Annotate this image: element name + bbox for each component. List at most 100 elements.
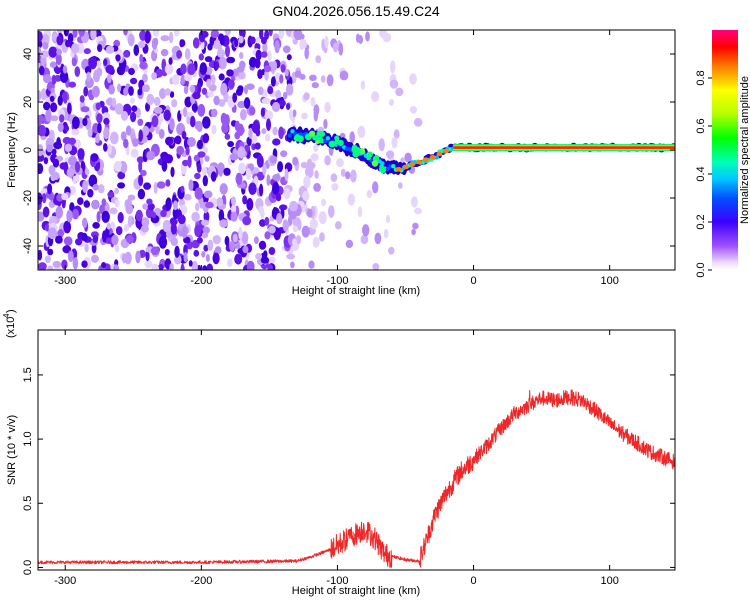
spectrogram-cell (56, 48, 62, 56)
spectrogram-cell (410, 196, 418, 208)
spectrogram-cell (253, 236, 259, 245)
spectrogram-cell (47, 248, 54, 256)
spectrogram-cell (202, 226, 210, 234)
spectrogram-cell (151, 72, 158, 81)
spectrogram-cell (304, 47, 310, 60)
spectrogram-cell (268, 225, 276, 234)
spectrogram-cell (132, 138, 139, 147)
spectrogram-cell (77, 197, 84, 206)
spectrogram-cell (117, 182, 126, 189)
ridge-blob (297, 135, 304, 143)
spectrogram-cell (285, 83, 294, 96)
spectrogram-cell (151, 212, 157, 219)
spectrogram-cell (275, 193, 282, 202)
spectrogram-cell (210, 30, 220, 39)
spectrogram-cell (404, 152, 412, 163)
spectrogram-cell (200, 40, 205, 50)
spectrogram-cell (96, 113, 103, 124)
spectrogram-cell (204, 155, 210, 162)
ridge-blob (328, 140, 336, 148)
spectrogram-cell (45, 109, 52, 123)
spectrogram-cell (255, 36, 261, 44)
ridge-core (325, 136, 331, 141)
spectrogram-cell (106, 45, 115, 54)
spectrogram-cell (183, 251, 188, 263)
spectrogram-cell (230, 196, 237, 206)
spectrogram-cell (345, 171, 351, 180)
spectrogram-cell (142, 203, 148, 210)
spectrogram-cell (95, 133, 100, 144)
spectrogram-cell (38, 163, 44, 175)
spectrogram-cell (50, 115, 59, 122)
spectrogram-cell (50, 87, 55, 94)
spectrogram-cell (51, 148, 57, 156)
spectrogram-cell (168, 31, 174, 44)
spectrogram-cell (123, 138, 129, 149)
spectrogram-cell (330, 173, 338, 183)
spectrogram-cell (120, 131, 127, 142)
spectrogram-cell (74, 66, 81, 77)
spectrogram-cell (103, 127, 110, 140)
colorbar-label: Normalized spectral amplitude (739, 76, 750, 224)
spectrogram-cell (391, 136, 398, 149)
spectrogram-cell (125, 125, 132, 136)
spectrogram-cell (91, 85, 100, 98)
spectrogram-cell (123, 50, 130, 58)
spectrogram-cell (170, 222, 177, 235)
snr-multiplier-exponent: 4 (2, 313, 11, 318)
spectrogram-cell (309, 74, 317, 82)
spectrogram-cell (56, 35, 63, 46)
spectrogram-cell (173, 136, 180, 144)
ridge-core (391, 164, 396, 169)
spectrogram-cell (194, 172, 201, 180)
spectrogram-cell (166, 230, 172, 238)
spectrogram-cell (255, 49, 262, 61)
spectrogram-cell (372, 263, 380, 270)
spectrogram-cell (201, 251, 206, 258)
spectrogram-cell (68, 137, 76, 145)
spectrogram-cell (228, 79, 235, 89)
spectrogram-cell (84, 243, 89, 253)
spectrogram-cell (117, 171, 126, 180)
spectrogram-cell (158, 235, 168, 249)
spectrogram-cell (201, 30, 209, 38)
spectrogram-cell (57, 228, 64, 238)
spectrogram-cell (339, 70, 349, 81)
colorbar-tick-label: 0.0 (695, 262, 707, 277)
spectrogram-cell (258, 86, 264, 96)
spectrogram-cell (144, 30, 151, 44)
spectrogram-cell (57, 95, 63, 106)
spectrogram-cell (286, 103, 291, 110)
spectrogram-cell (349, 131, 356, 144)
spectrogram-cell (71, 57, 77, 67)
ridge-hot-spot (402, 164, 409, 169)
spectrogram-cell (326, 74, 334, 87)
spectrogram-cell (321, 198, 327, 207)
spectrogram-cell (211, 74, 216, 85)
spectrogram-cell (197, 151, 206, 158)
spectrogram-cell (226, 69, 234, 77)
snr-multiplier-base: (x10 (5, 317, 17, 338)
spectrogram-cell (324, 35, 329, 49)
spectrogram-cell (139, 53, 144, 64)
spectrogram-cell (340, 168, 346, 177)
spectrogram-cell (101, 262, 107, 269)
spectrogram-cell (234, 38, 239, 48)
spectrogram-cell (234, 253, 243, 265)
spectrogram-cell (254, 142, 261, 150)
spectrogram-cell (248, 56, 257, 68)
spectrogram-cell (102, 112, 111, 121)
spectrogram-cell (55, 53, 62, 65)
spectrogram-cell (169, 118, 175, 131)
spectrogram-cell (66, 167, 75, 178)
spectrogram-cell (146, 150, 156, 161)
spectrogram-cell (82, 180, 88, 193)
colorbar-tick-label: 0.8 (695, 70, 707, 85)
spectrogram-cell (41, 193, 47, 204)
spectrogram-cell (411, 228, 416, 236)
spectrogram-cell (114, 187, 119, 195)
spectrogram-cell (224, 133, 231, 140)
spectrogram-y-ticks: -40 -20 0 20 40 (22, 48, 675, 254)
spectrogram-cell (249, 36, 256, 45)
spectrogram-cell (75, 238, 83, 246)
